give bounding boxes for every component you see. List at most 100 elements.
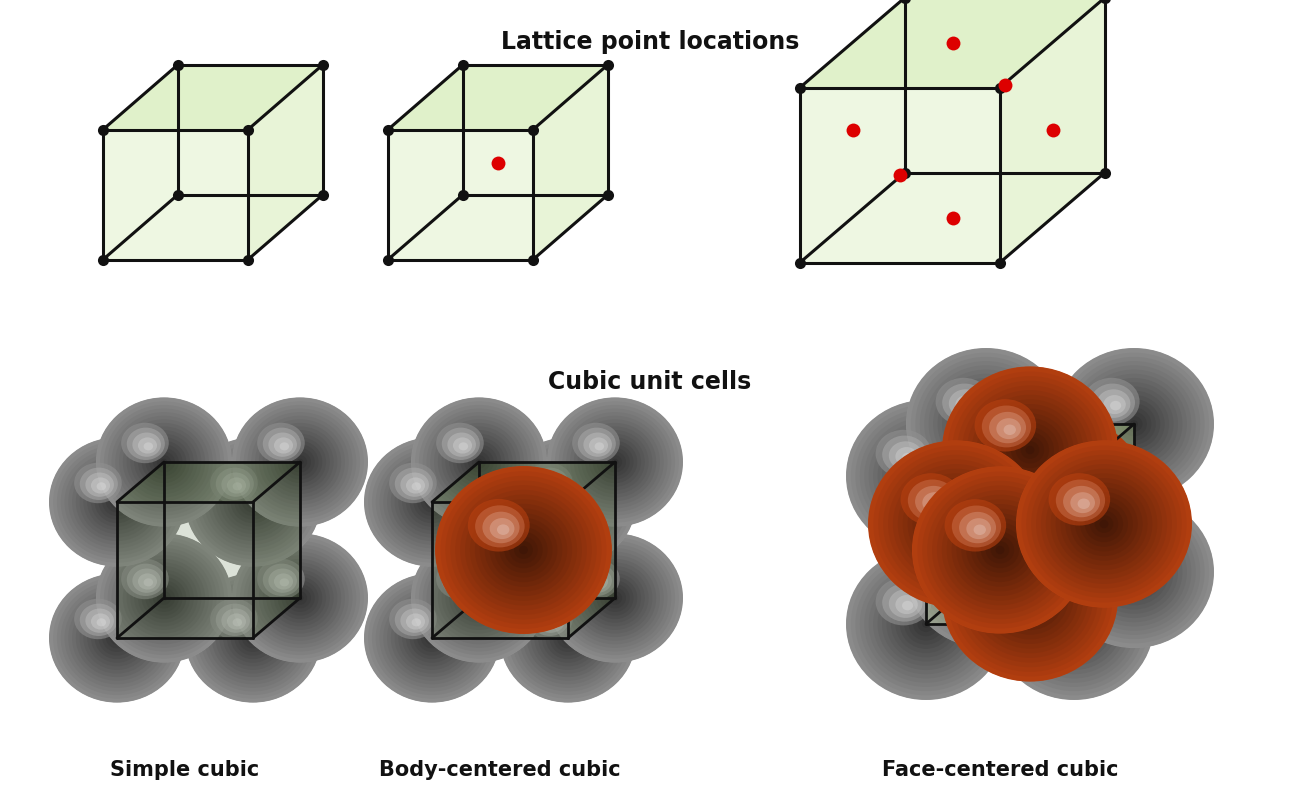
Polygon shape <box>568 462 615 638</box>
Ellipse shape <box>75 599 159 677</box>
Ellipse shape <box>942 530 1030 614</box>
Ellipse shape <box>1017 440 1192 608</box>
Ellipse shape <box>530 604 569 636</box>
Ellipse shape <box>211 463 257 503</box>
Ellipse shape <box>879 450 1034 598</box>
Ellipse shape <box>906 496 1066 647</box>
Ellipse shape <box>546 481 590 523</box>
Ellipse shape <box>974 412 998 436</box>
Ellipse shape <box>96 482 107 490</box>
Ellipse shape <box>1067 509 1200 635</box>
Ellipse shape <box>1066 487 1143 561</box>
Polygon shape <box>103 65 322 130</box>
Ellipse shape <box>150 448 178 476</box>
Ellipse shape <box>259 423 341 501</box>
Ellipse shape <box>426 548 532 648</box>
Ellipse shape <box>384 591 481 684</box>
Ellipse shape <box>91 613 111 629</box>
Ellipse shape <box>1015 584 1044 612</box>
Ellipse shape <box>1008 413 1140 539</box>
Ellipse shape <box>1082 522 1187 622</box>
Ellipse shape <box>1095 516 1113 532</box>
Ellipse shape <box>233 482 242 490</box>
Ellipse shape <box>887 587 966 662</box>
Ellipse shape <box>1056 479 1105 521</box>
Ellipse shape <box>126 427 202 498</box>
Ellipse shape <box>589 437 641 486</box>
Ellipse shape <box>577 562 653 633</box>
Ellipse shape <box>406 613 425 629</box>
Ellipse shape <box>563 548 667 648</box>
Ellipse shape <box>250 635 256 642</box>
Ellipse shape <box>455 485 592 615</box>
Ellipse shape <box>915 505 1057 639</box>
Ellipse shape <box>1086 526 1183 618</box>
Ellipse shape <box>120 419 209 505</box>
Ellipse shape <box>1004 409 1145 543</box>
Ellipse shape <box>450 570 508 626</box>
Ellipse shape <box>896 595 918 614</box>
Ellipse shape <box>526 599 610 677</box>
Ellipse shape <box>1049 473 1110 525</box>
Polygon shape <box>387 65 607 130</box>
Ellipse shape <box>956 395 978 415</box>
Ellipse shape <box>1054 348 1214 500</box>
Ellipse shape <box>859 561 992 687</box>
Ellipse shape <box>523 595 614 680</box>
Ellipse shape <box>942 515 1118 682</box>
Ellipse shape <box>476 595 482 601</box>
Polygon shape <box>800 0 1105 87</box>
Ellipse shape <box>221 473 250 497</box>
Ellipse shape <box>530 468 569 500</box>
Ellipse shape <box>1023 430 1079 478</box>
Ellipse shape <box>143 442 153 450</box>
Ellipse shape <box>91 613 143 663</box>
Ellipse shape <box>224 610 283 667</box>
Ellipse shape <box>551 402 679 523</box>
Text: Simple cubic: Simple cubic <box>111 760 260 780</box>
Ellipse shape <box>230 481 276 523</box>
Ellipse shape <box>567 415 664 508</box>
Ellipse shape <box>1057 460 1091 492</box>
Ellipse shape <box>946 516 966 532</box>
Ellipse shape <box>472 455 486 469</box>
Ellipse shape <box>1001 570 1058 625</box>
Ellipse shape <box>65 588 169 688</box>
Ellipse shape <box>499 527 547 573</box>
Ellipse shape <box>450 434 508 490</box>
Ellipse shape <box>846 401 1006 552</box>
Ellipse shape <box>430 415 528 508</box>
Ellipse shape <box>285 584 315 612</box>
Ellipse shape <box>933 522 1039 622</box>
Ellipse shape <box>263 564 300 596</box>
Ellipse shape <box>1020 574 1127 674</box>
Ellipse shape <box>874 445 1039 603</box>
Ellipse shape <box>289 587 311 608</box>
Ellipse shape <box>991 541 1009 559</box>
Ellipse shape <box>1080 501 1128 547</box>
Ellipse shape <box>368 578 495 699</box>
Ellipse shape <box>594 579 604 587</box>
Ellipse shape <box>429 635 436 642</box>
Ellipse shape <box>196 584 309 692</box>
Ellipse shape <box>1070 472 1078 480</box>
Ellipse shape <box>846 548 1006 700</box>
Ellipse shape <box>1026 578 1122 670</box>
Ellipse shape <box>494 523 552 578</box>
Ellipse shape <box>200 452 306 552</box>
Ellipse shape <box>948 372 1113 528</box>
Ellipse shape <box>878 430 975 522</box>
Ellipse shape <box>1001 423 1058 478</box>
Ellipse shape <box>240 541 360 655</box>
Ellipse shape <box>563 412 667 512</box>
Ellipse shape <box>1076 518 1191 626</box>
Ellipse shape <box>242 491 264 512</box>
Ellipse shape <box>421 491 443 512</box>
Ellipse shape <box>534 606 602 670</box>
Ellipse shape <box>231 533 368 663</box>
Ellipse shape <box>510 537 538 563</box>
Ellipse shape <box>1054 348 1214 499</box>
Ellipse shape <box>519 545 528 554</box>
Ellipse shape <box>95 481 139 523</box>
Ellipse shape <box>196 448 309 555</box>
